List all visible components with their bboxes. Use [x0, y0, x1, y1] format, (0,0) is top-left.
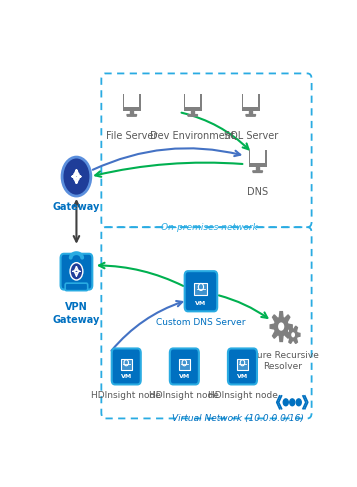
Text: DNS: DNS	[247, 187, 268, 197]
Text: VM: VM	[237, 375, 248, 379]
Circle shape	[278, 322, 284, 331]
Circle shape	[70, 262, 83, 280]
FancyBboxPatch shape	[179, 359, 190, 370]
FancyBboxPatch shape	[183, 94, 202, 111]
Text: Azure Recursive
Resolver: Azure Recursive Resolver	[246, 351, 319, 371]
FancyBboxPatch shape	[228, 349, 257, 384]
Text: Custom DNS Server: Custom DNS Server	[156, 318, 246, 327]
FancyBboxPatch shape	[242, 94, 260, 111]
Text: SQL Server: SQL Server	[223, 131, 278, 141]
Text: Gateway: Gateway	[53, 202, 100, 212]
Circle shape	[296, 399, 301, 406]
FancyBboxPatch shape	[243, 94, 258, 107]
FancyBboxPatch shape	[185, 94, 200, 107]
Polygon shape	[286, 326, 300, 343]
FancyBboxPatch shape	[121, 359, 132, 370]
Text: VM: VM	[179, 375, 190, 379]
FancyBboxPatch shape	[112, 349, 141, 384]
Circle shape	[291, 332, 295, 337]
FancyBboxPatch shape	[124, 94, 139, 107]
Polygon shape	[188, 114, 197, 116]
Polygon shape	[127, 114, 137, 116]
Text: Dev Environment: Dev Environment	[150, 131, 235, 141]
Text: VPN
Gateway: VPN Gateway	[53, 302, 100, 324]
Polygon shape	[246, 114, 256, 116]
Text: File Server: File Server	[106, 131, 157, 141]
Circle shape	[62, 157, 91, 196]
FancyBboxPatch shape	[65, 283, 88, 291]
FancyBboxPatch shape	[237, 359, 248, 370]
Polygon shape	[270, 312, 292, 341]
FancyBboxPatch shape	[249, 150, 267, 168]
Text: HDInsight node: HDInsight node	[207, 391, 277, 400]
Text: VM: VM	[121, 375, 132, 379]
Text: On-premises network: On-premises network	[161, 223, 258, 232]
Text: HDInsight node: HDInsight node	[91, 391, 161, 400]
FancyBboxPatch shape	[123, 94, 141, 111]
Polygon shape	[253, 171, 263, 172]
Text: VM: VM	[195, 301, 207, 306]
Circle shape	[290, 399, 295, 406]
FancyBboxPatch shape	[185, 271, 217, 311]
FancyBboxPatch shape	[250, 150, 265, 163]
Text: HDInsight node: HDInsight node	[150, 391, 219, 400]
FancyBboxPatch shape	[61, 254, 92, 290]
FancyBboxPatch shape	[195, 282, 207, 295]
Circle shape	[283, 399, 288, 406]
FancyBboxPatch shape	[170, 349, 199, 384]
Text: Virtual Network (10.0.0.0/16): Virtual Network (10.0.0.0/16)	[172, 414, 304, 423]
